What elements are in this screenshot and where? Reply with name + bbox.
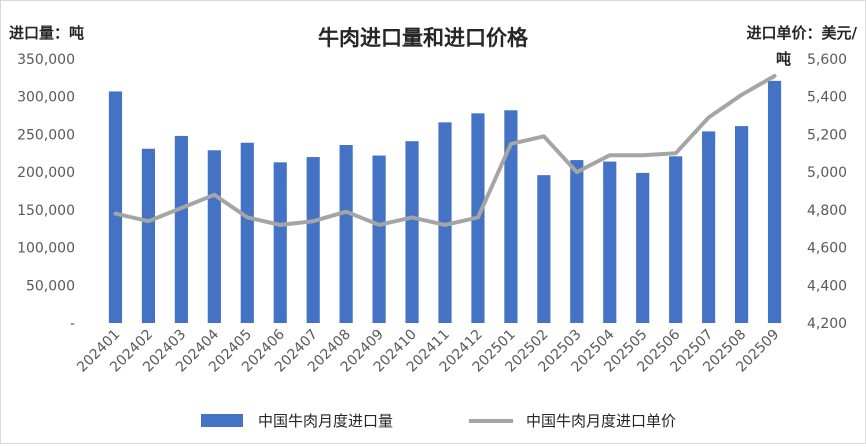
bar	[340, 145, 353, 323]
bar	[768, 81, 781, 323]
bar	[373, 156, 386, 323]
bar	[570, 160, 583, 323]
bar	[307, 157, 320, 323]
bar	[274, 162, 287, 323]
bar	[537, 175, 550, 323]
right-axis: 4,200 4,400 4,600 4,800 5,000 5,200 5,400 5,600	[807, 52, 847, 332]
left-tick-label: 50,000	[26, 278, 75, 294]
legend: 中国牛肉月度进口量 中国牛肉月度进口单价	[201, 412, 676, 430]
chart-title: 牛肉进口量和进口价格	[318, 26, 529, 50]
bar	[603, 162, 616, 323]
left-tick-label: 300,000	[17, 90, 75, 106]
left-axis: - 50,000 100,000 150,000 200,000 250,000 300,0…	[17, 52, 75, 332]
left-tick-label: 350,000	[17, 52, 75, 68]
x-axis: 2024012024022024032024042024052024062024…	[74, 326, 782, 375]
right-tick-label: 4,600	[807, 241, 847, 257]
left-tick-label: 100,000	[17, 241, 75, 257]
right-axis-title: 进口单价：美元/	[747, 24, 858, 42]
right-tick-label: 5,000	[807, 165, 847, 181]
left-tick-label: -	[70, 316, 75, 332]
bar	[208, 150, 221, 323]
bar	[241, 143, 254, 323]
legend-label-price: 中国牛肉月度进口单价	[526, 412, 676, 430]
bar	[702, 131, 715, 323]
left-tick-label: 250,000	[17, 127, 75, 143]
right-tick-label: 5,600	[807, 52, 847, 68]
legend-label-volume: 中国牛肉月度进口量	[258, 412, 393, 430]
right-axis-title-unit: 吨	[776, 50, 791, 68]
right-tick-label: 5,200	[807, 127, 847, 143]
left-tick-label: 200,000	[17, 165, 75, 181]
right-tick-label: 4,200	[807, 316, 847, 332]
legend-swatch-volume	[201, 414, 243, 427]
bar	[175, 136, 188, 323]
bar	[405, 141, 418, 323]
left-axis-title: 进口量：吨	[9, 24, 84, 42]
bar	[669, 156, 682, 323]
right-tick-label: 4,800	[807, 203, 847, 219]
bar-series	[109, 81, 781, 323]
right-tick-label: 5,400	[807, 90, 847, 106]
bar	[142, 149, 155, 323]
bar	[109, 91, 122, 323]
left-tick-label: 150,000	[17, 203, 75, 219]
bar	[636, 173, 649, 323]
bar	[735, 126, 748, 323]
right-tick-label: 4,400	[807, 278, 847, 294]
